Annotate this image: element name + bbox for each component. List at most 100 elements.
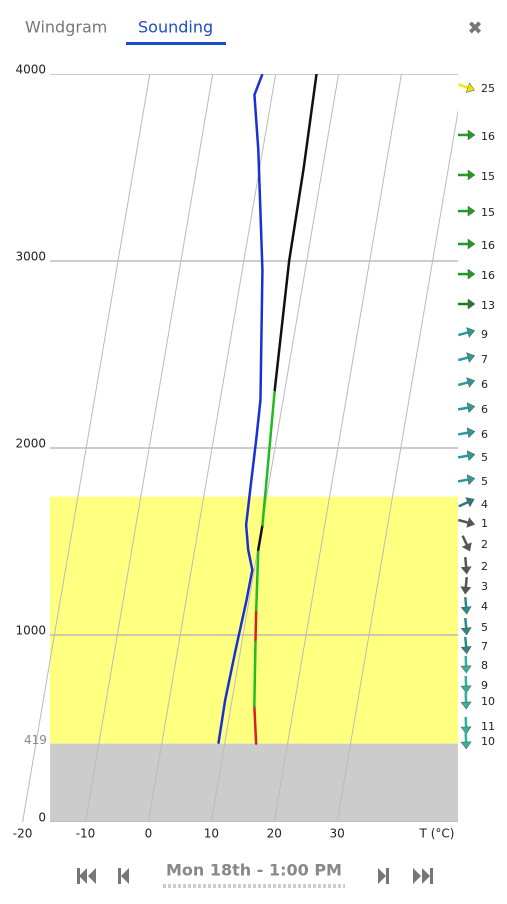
wind-shaft: [458, 407, 469, 409]
wind-shaft: [458, 332, 469, 335]
temperature-segment: [254, 640, 255, 706]
wind-head: [468, 299, 475, 309]
wind-shaft: [458, 84, 468, 88]
wind-speed: 16: [481, 130, 495, 143]
wind-arrow: [460, 618, 471, 636]
wind-arrow: [458, 170, 475, 180]
wind-head: [468, 269, 475, 279]
wind-head: [467, 473, 476, 484]
wind-head: [468, 239, 475, 249]
wind-arrow: [461, 732, 472, 749]
x-tick-label: 0: [145, 827, 153, 841]
wind-arrow: [461, 676, 472, 693]
wind-shaft: [458, 479, 469, 481]
x-tick-label: -10: [76, 827, 96, 841]
y-tick-label: 3000: [15, 250, 46, 264]
plot-area: [23, 74, 465, 822]
wind-speed: 5: [481, 451, 488, 464]
wind-head: [461, 702, 471, 709]
wind-arrow: [458, 206, 475, 216]
wind-arrow: [457, 495, 477, 511]
next-button[interactable]: [378, 868, 389, 884]
wind-head: [468, 130, 475, 140]
wind-head: [461, 666, 471, 673]
temperature-segment: [289, 168, 304, 262]
wind-head: [467, 518, 476, 529]
x-tick-label: 30: [330, 827, 345, 841]
wind-head: [461, 567, 472, 575]
wind-arrow: [457, 376, 476, 390]
wind-arrow: [458, 534, 474, 554]
wind-shaft: [465, 637, 466, 648]
wind-speed: 4: [481, 600, 488, 613]
wind-arrow: [457, 427, 475, 440]
wind-arrow: [461, 717, 472, 734]
tab[interactable]: Windgram: [25, 18, 107, 37]
prev-button[interactable]: [118, 868, 129, 884]
x-tick-label: 10: [204, 827, 219, 841]
wind-shaft: [458, 382, 469, 385]
x-tick-label: -20: [13, 827, 33, 841]
wind-speed: 5: [481, 475, 488, 488]
wind-speed: 5: [481, 621, 488, 634]
wind-arrow: [460, 637, 471, 655]
x-axis-label: T (°C): [419, 827, 455, 841]
first-button[interactable]: [77, 868, 96, 884]
tab[interactable]: Sounding: [138, 18, 213, 37]
footer: Mon 18th - 1:00 PM: [77, 861, 433, 887]
wind-head: [461, 628, 472, 636]
wind-arrow: [460, 557, 471, 575]
wind-speed: 7: [481, 640, 488, 653]
wind-shaft: [465, 597, 466, 608]
wind-shaft: [458, 433, 469, 435]
wind-arrow: [457, 515, 476, 529]
wind-speed: 16: [481, 239, 495, 252]
wind-head: [467, 351, 476, 362]
wind-speed: 9: [481, 679, 488, 692]
wind-shaft: [466, 577, 467, 588]
wind-speed: 4: [481, 498, 488, 511]
wind-shaft: [458, 357, 469, 360]
wind-arrow: [457, 473, 475, 486]
y-tick-label: 4000: [15, 63, 46, 77]
wind-arrow: [460, 577, 471, 595]
wind-shaft: [458, 520, 469, 523]
wind-speed: 13: [481, 299, 495, 312]
wind-speed: 15: [481, 206, 495, 219]
wind-speed: 1: [481, 517, 488, 530]
wind-speed: 6: [481, 428, 488, 441]
wind-head: [467, 427, 476, 438]
date-label: Mon 18th - 1:00 PM: [166, 861, 342, 880]
active-tab-underline: [126, 42, 226, 45]
wind-head: [460, 587, 471, 595]
wind-speed: 11: [481, 720, 495, 733]
wind-shaft: [465, 557, 466, 568]
wind-head: [461, 646, 472, 654]
y-tick-label: 0: [38, 811, 46, 825]
wind-speed: 10: [481, 735, 495, 748]
wind-head: [468, 206, 475, 216]
wind-arrow: [457, 351, 476, 365]
last-button[interactable]: [413, 868, 433, 884]
ground: [50, 744, 458, 822]
wind-shaft: [463, 536, 468, 546]
wind-shaft: [465, 618, 466, 629]
temperature-segment: [304, 74, 317, 168]
temperature-segment: [275, 261, 289, 390]
wind-head: [467, 401, 476, 412]
wind-speed: 25: [481, 82, 495, 95]
wind-speed: 3: [481, 580, 488, 593]
wind-arrow: [458, 130, 475, 140]
wind-head: [462, 543, 474, 554]
wind-shaft: [459, 502, 469, 507]
wind-head: [461, 686, 471, 693]
wind-speed: 15: [481, 170, 495, 183]
wind-speed: 16: [481, 269, 495, 282]
close-button[interactable]: ✖: [467, 18, 482, 39]
wind-arrow: [460, 597, 471, 615]
wind-arrow: [458, 269, 475, 279]
y-tick-label: 2000: [15, 437, 46, 451]
wind-arrow: [458, 299, 475, 309]
